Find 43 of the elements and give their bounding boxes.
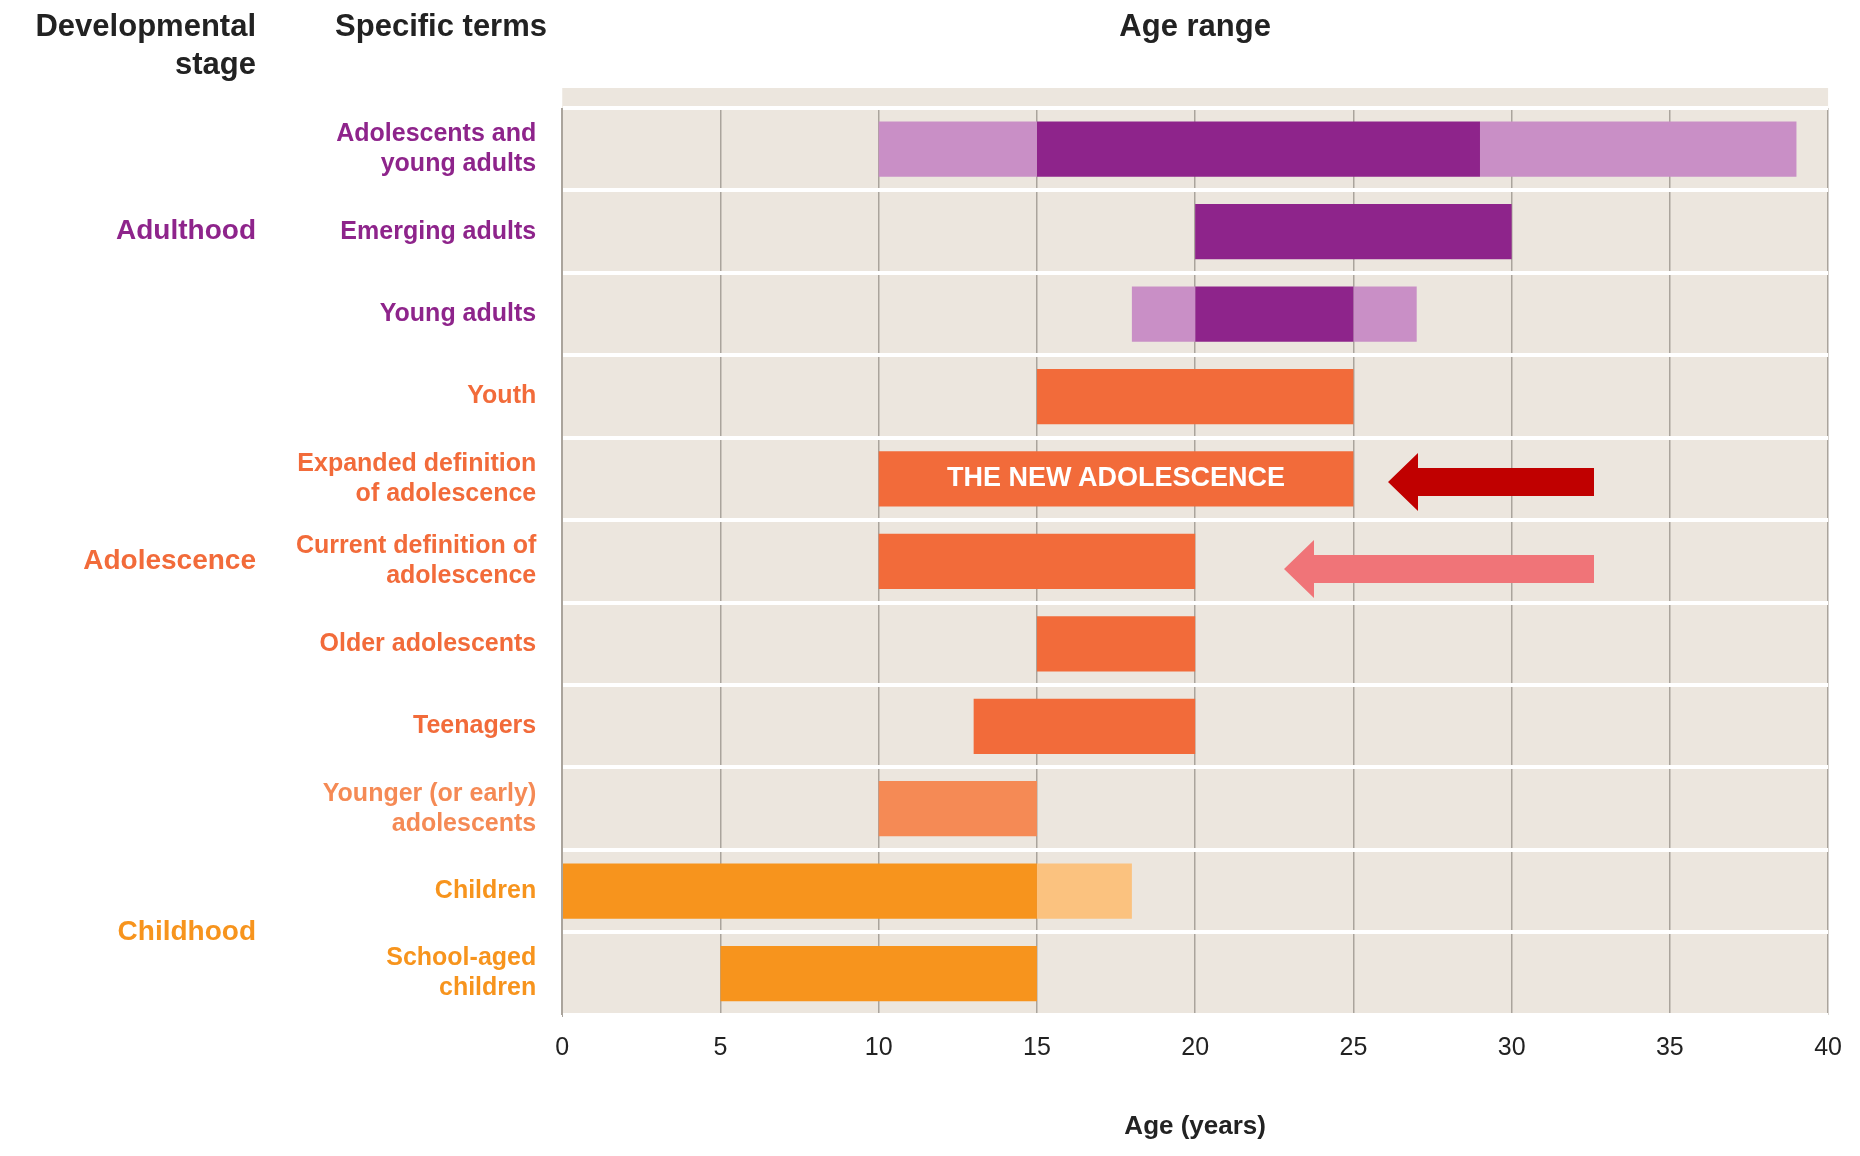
- y-tick-label: Teenagers: [413, 710, 537, 739]
- bar: [1195, 286, 1354, 342]
- bar: [1479, 121, 1797, 177]
- x-tick-label: 40: [1814, 1031, 1842, 1060]
- x-tick-label: 5: [713, 1031, 728, 1060]
- y-tick-label: Young adults: [379, 297, 537, 326]
- text: Adulthood: [116, 214, 256, 246]
- bar: [878, 533, 1196, 590]
- y-tick-label: Younger (or early) adolescents: [322, 777, 537, 836]
- bar: [1195, 204, 1512, 260]
- text: Childhood: [117, 915, 256, 947]
- bar: [1131, 286, 1196, 342]
- x-axis-title: Age (years): [1124, 1109, 1266, 1140]
- bar: [878, 121, 1037, 177]
- bar: [878, 781, 1037, 837]
- bar: [1036, 616, 1196, 672]
- x-tick-label: 35: [1655, 1031, 1684, 1060]
- y-tick-label: Adolescents and young adults: [336, 118, 537, 177]
- y-tick-label: Youth: [467, 380, 537, 409]
- y-axis-title: Specific terms: [335, 7, 547, 43]
- bar: [1353, 286, 1417, 342]
- text: Adolescence: [83, 544, 256, 576]
- x-tick-label: 10: [864, 1031, 893, 1060]
- y-tick-label: Older adolescents: [319, 627, 537, 656]
- y-tick-label: School-aged children: [386, 942, 537, 1001]
- bar: [1036, 121, 1480, 177]
- bar: [1036, 863, 1132, 919]
- annotation: THE NEW ADOLESCENCE: [947, 462, 1286, 493]
- x-tick-label: 30: [1497, 1031, 1526, 1060]
- x-tick-label: 15: [1023, 1031, 1051, 1060]
- x-tick-label: 0: [555, 1031, 570, 1060]
- bar: [563, 863, 1037, 919]
- x-tick-label: 25: [1339, 1031, 1368, 1060]
- bar: [973, 698, 1196, 754]
- chart-title: Age range: [1119, 7, 1271, 43]
- bar: [1036, 368, 1354, 425]
- y-tick-label: Emerging adults: [340, 215, 537, 244]
- bar: [720, 945, 1037, 1002]
- text: Developmental stage: [35, 7, 256, 81]
- x-tick-label: 20: [1181, 1031, 1210, 1060]
- y-tick-label: Children: [434, 875, 537, 904]
- y-tick-label: Current definition of adolescence: [296, 530, 537, 589]
- y-tick-label: Expanded definition of adolescence: [297, 447, 537, 506]
